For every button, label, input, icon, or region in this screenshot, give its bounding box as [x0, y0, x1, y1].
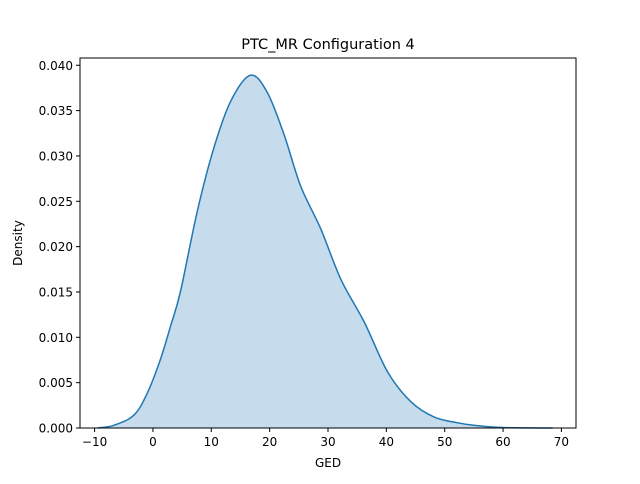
x-tick-label: 50: [437, 435, 452, 449]
x-tick-label: −10: [82, 435, 107, 449]
y-tick-label: 0.040: [39, 59, 73, 73]
chart-title: PTC_MR Configuration 4: [241, 37, 415, 53]
x-tick-label: 20: [262, 435, 277, 449]
x-tick-label: 70: [554, 435, 569, 449]
x-tick-label: 30: [320, 435, 335, 449]
x-tick-label: 60: [495, 435, 510, 449]
x-tick-label: 0: [149, 435, 157, 449]
kde-fill-area: [97, 75, 553, 428]
y-tick-label: 0.015: [39, 285, 73, 299]
y-tick-label: 0.025: [39, 195, 73, 209]
y-tick-label: 0.010: [39, 331, 73, 345]
y-tick-label: 0.005: [39, 376, 73, 390]
y-tick-label: 0.030: [39, 149, 73, 163]
kde-line: [97, 74, 553, 429]
y-axis-label: Density: [11, 220, 25, 266]
y-tick-label: 0.035: [39, 104, 73, 118]
x-tick-label: 40: [379, 435, 394, 449]
x-axis-label: GED: [315, 456, 341, 470]
x-tick-label: 10: [204, 435, 219, 449]
y-tick-label: 0.000: [39, 422, 73, 436]
y-tick-label: 0.020: [39, 240, 73, 254]
